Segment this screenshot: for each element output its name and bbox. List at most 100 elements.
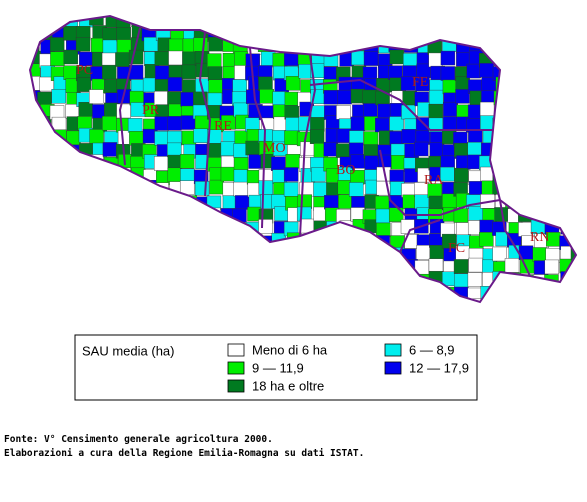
municipality bbox=[402, 0, 416, 13]
municipality bbox=[313, 182, 328, 197]
municipality bbox=[221, 115, 236, 130]
municipality bbox=[521, 144, 536, 160]
municipality bbox=[30, 144, 42, 160]
municipality bbox=[504, 258, 520, 273]
municipality bbox=[558, 195, 573, 211]
municipality bbox=[12, 0, 26, 13]
municipality bbox=[51, 89, 66, 104]
municipality bbox=[508, 78, 523, 94]
municipality bbox=[287, 300, 303, 302]
municipality bbox=[2, 13, 16, 27]
municipality bbox=[429, 245, 445, 260]
municipality bbox=[233, 25, 248, 41]
municipality bbox=[455, 76, 470, 91]
municipality bbox=[325, 16, 340, 29]
municipality bbox=[298, 259, 313, 275]
municipality bbox=[102, 167, 117, 182]
municipality bbox=[196, 232, 212, 247]
municipality bbox=[571, 104, 576, 120]
municipality bbox=[37, 300, 52, 302]
municipality bbox=[75, 37, 91, 52]
municipality bbox=[195, 271, 210, 286]
municipality bbox=[494, 25, 509, 40]
municipality bbox=[573, 273, 576, 288]
municipality bbox=[181, 209, 196, 224]
municipality bbox=[403, 53, 418, 68]
municipality bbox=[79, 245, 94, 260]
municipality bbox=[154, 156, 169, 171]
municipality bbox=[403, 24, 418, 39]
municipality bbox=[518, 51, 534, 66]
municipality bbox=[193, 16, 208, 30]
municipality bbox=[157, 271, 172, 286]
municipality bbox=[116, 207, 131, 222]
municipality bbox=[557, 130, 573, 145]
municipality bbox=[30, 207, 43, 223]
municipality bbox=[1, 258, 15, 272]
municipality bbox=[570, 245, 576, 261]
municipality bbox=[13, 144, 27, 158]
municipality bbox=[299, 247, 314, 263]
municipality bbox=[182, 51, 197, 67]
municipality bbox=[117, 285, 132, 301]
municipality bbox=[533, 196, 548, 211]
municipality bbox=[30, 257, 41, 273]
municipality bbox=[182, 283, 198, 299]
municipality bbox=[479, 63, 494, 78]
province-label: RA bbox=[424, 173, 444, 188]
municipality bbox=[379, 0, 393, 13]
municipality bbox=[167, 154, 183, 170]
municipality bbox=[376, 257, 391, 273]
municipality bbox=[39, 142, 55, 158]
municipality bbox=[181, 233, 196, 248]
municipality bbox=[521, 25, 537, 41]
municipality bbox=[30, 298, 39, 302]
municipality bbox=[0, 0, 12, 14]
municipality bbox=[558, 206, 574, 221]
municipality bbox=[454, 273, 469, 288]
municipality bbox=[103, 206, 119, 222]
municipality bbox=[116, 103, 131, 119]
municipality bbox=[181, 16, 197, 27]
municipality bbox=[222, 195, 238, 210]
municipality bbox=[571, 38, 576, 53]
municipality bbox=[285, 0, 299, 13]
municipality bbox=[544, 53, 560, 68]
municipality bbox=[493, 128, 508, 143]
municipality bbox=[79, 194, 94, 210]
municipality bbox=[363, 16, 379, 28]
municipality bbox=[557, 88, 572, 104]
municipality bbox=[258, 16, 273, 28]
municipality bbox=[195, 1, 209, 15]
municipality bbox=[363, 51, 379, 66]
municipality bbox=[545, 102, 560, 117]
municipality bbox=[389, 16, 404, 27]
municipality bbox=[103, 1, 117, 15]
municipality bbox=[116, 27, 131, 42]
municipality bbox=[167, 116, 182, 131]
municipality bbox=[520, 105, 535, 120]
municipality bbox=[63, 26, 78, 41]
municipality bbox=[193, 37, 208, 52]
municipality bbox=[247, 248, 262, 264]
municipality bbox=[13, 207, 27, 221]
municipality bbox=[142, 209, 158, 224]
municipality bbox=[52, 143, 68, 158]
municipality bbox=[426, 296, 442, 302]
municipality bbox=[89, 296, 104, 302]
municipality bbox=[376, 272, 392, 288]
municipality bbox=[246, 258, 262, 274]
municipality bbox=[1, 286, 15, 300]
municipality bbox=[560, 38, 575, 53]
municipality bbox=[30, 234, 42, 249]
municipality bbox=[38, 222, 53, 237]
municipality bbox=[222, 25, 237, 41]
municipality bbox=[232, 248, 248, 263]
municipality bbox=[235, 0, 249, 14]
municipality bbox=[140, 299, 156, 302]
municipality bbox=[182, 0, 196, 14]
municipality bbox=[221, 16, 236, 29]
municipality bbox=[283, 284, 299, 299]
municipality bbox=[30, 117, 41, 132]
municipality bbox=[401, 129, 417, 144]
